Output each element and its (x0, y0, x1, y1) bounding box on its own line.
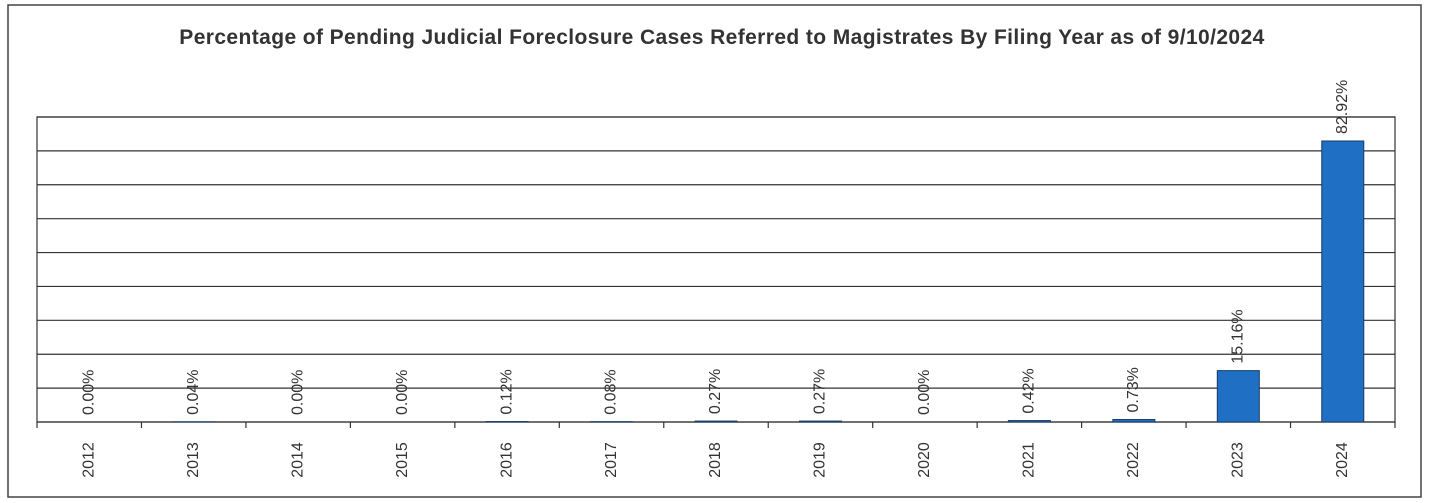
data-label: 0.00% (80, 370, 97, 415)
x-tick-label: 2022 (1125, 442, 1142, 478)
data-label: 82.92% (1334, 80, 1351, 134)
chart-frame (7, 4, 1422, 498)
data-label: 0.42% (1021, 368, 1038, 413)
x-tick-label: 2024 (1334, 442, 1351, 478)
x-tick-label: 2018 (707, 442, 724, 478)
x-tick-label: 2013 (185, 442, 202, 478)
x-tick-label: 2019 (812, 442, 829, 478)
data-label: 0.00% (394, 370, 411, 415)
data-label: 0.08% (603, 369, 620, 414)
x-tick-label: 2016 (498, 442, 515, 478)
data-label: 0.27% (812, 369, 829, 414)
bar (798, 420, 842, 423)
data-label: 0.00% (289, 370, 306, 415)
data-label: 0.73% (1125, 367, 1142, 412)
x-tick-label: 2015 (394, 442, 411, 478)
bar (1321, 140, 1365, 423)
chart-title: Percentage of Pending Judicial Foreclosu… (179, 26, 1265, 49)
data-label: 0.27% (707, 369, 724, 414)
x-tick-label: 2021 (1021, 442, 1038, 478)
bar (1112, 419, 1156, 423)
bar (1216, 370, 1260, 423)
x-tick-label: 2020 (916, 442, 933, 478)
bar (694, 420, 738, 423)
bar (1007, 420, 1051, 423)
data-label: 15.16% (1230, 309, 1247, 363)
data-label: 0.00% (916, 370, 933, 415)
x-tick-label: 2017 (603, 442, 620, 478)
data-label: 0.12% (498, 369, 515, 414)
data-label: 0.04% (185, 369, 202, 414)
x-tick-label: 2023 (1230, 442, 1247, 478)
x-tick-label: 2012 (80, 442, 97, 478)
x-tick-label: 2014 (289, 442, 306, 478)
